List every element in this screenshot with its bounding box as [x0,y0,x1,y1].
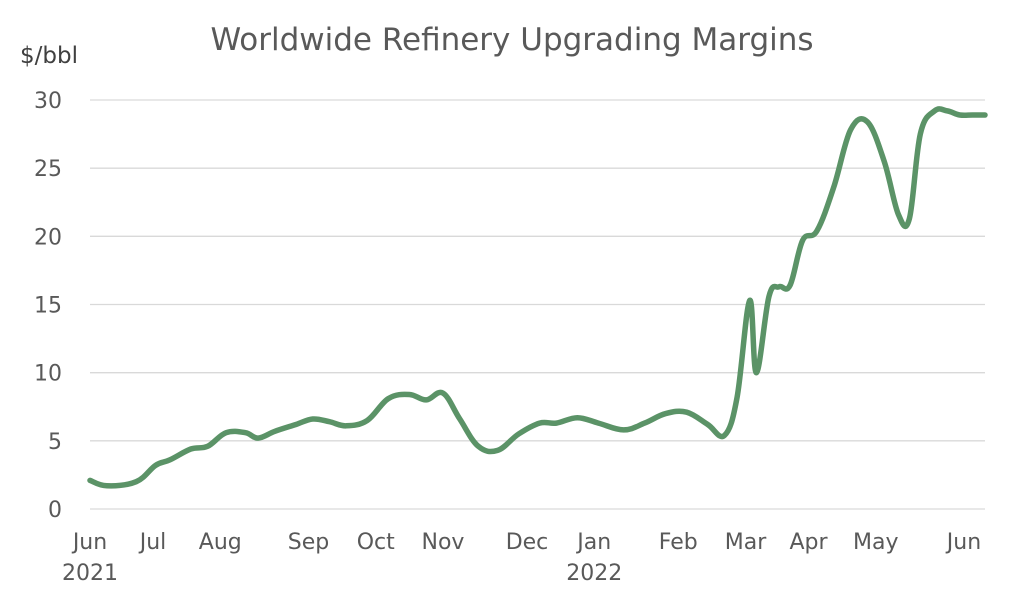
x-tick-label: Dec [506,530,549,555]
x-tick-label: Aug [199,530,242,555]
y-axis-ticks: 0 5 10 15 20 25 30 [34,89,62,523]
x-tick-label: Nov [421,530,464,555]
x-tick-label: Jun [71,530,107,555]
y-axis-label: $/bbl [20,43,78,69]
x-tick-label: Feb [659,530,698,555]
x-tick-year-label: 2021 [62,561,118,586]
chart-title: Worldwide Refinery Upgrading Margins [210,22,813,58]
x-tick-label: Jan [575,530,611,555]
gridlines [90,99,985,510]
x-tick-label: Sep [288,530,329,555]
x-tick-label: Mar [725,530,767,555]
y-tick-label: 15 [34,294,62,319]
y-tick-label: 30 [34,89,62,114]
y-tick-label: 0 [48,498,62,523]
x-tick-year-label: 2022 [566,561,622,586]
y-tick-label: 25 [34,157,62,182]
y-tick-label: 10 [34,362,62,387]
series-layer [87,106,988,489]
x-tick-label: Jun [945,530,981,555]
series-line-upgrading-margin [87,106,988,489]
x-tick-label: Oct [357,530,395,555]
y-tick-label: 5 [48,430,62,455]
x-tick-label: Jul [138,530,167,555]
x-tick-label: Apr [789,530,828,555]
y-tick-label: 20 [34,225,62,250]
x-tick-label: May [853,530,898,555]
x-axis-ticks: Jun 2021 Jul Aug Sep Oct Nov Dec Jan 2022 Feb Mar Ap… [62,530,981,586]
